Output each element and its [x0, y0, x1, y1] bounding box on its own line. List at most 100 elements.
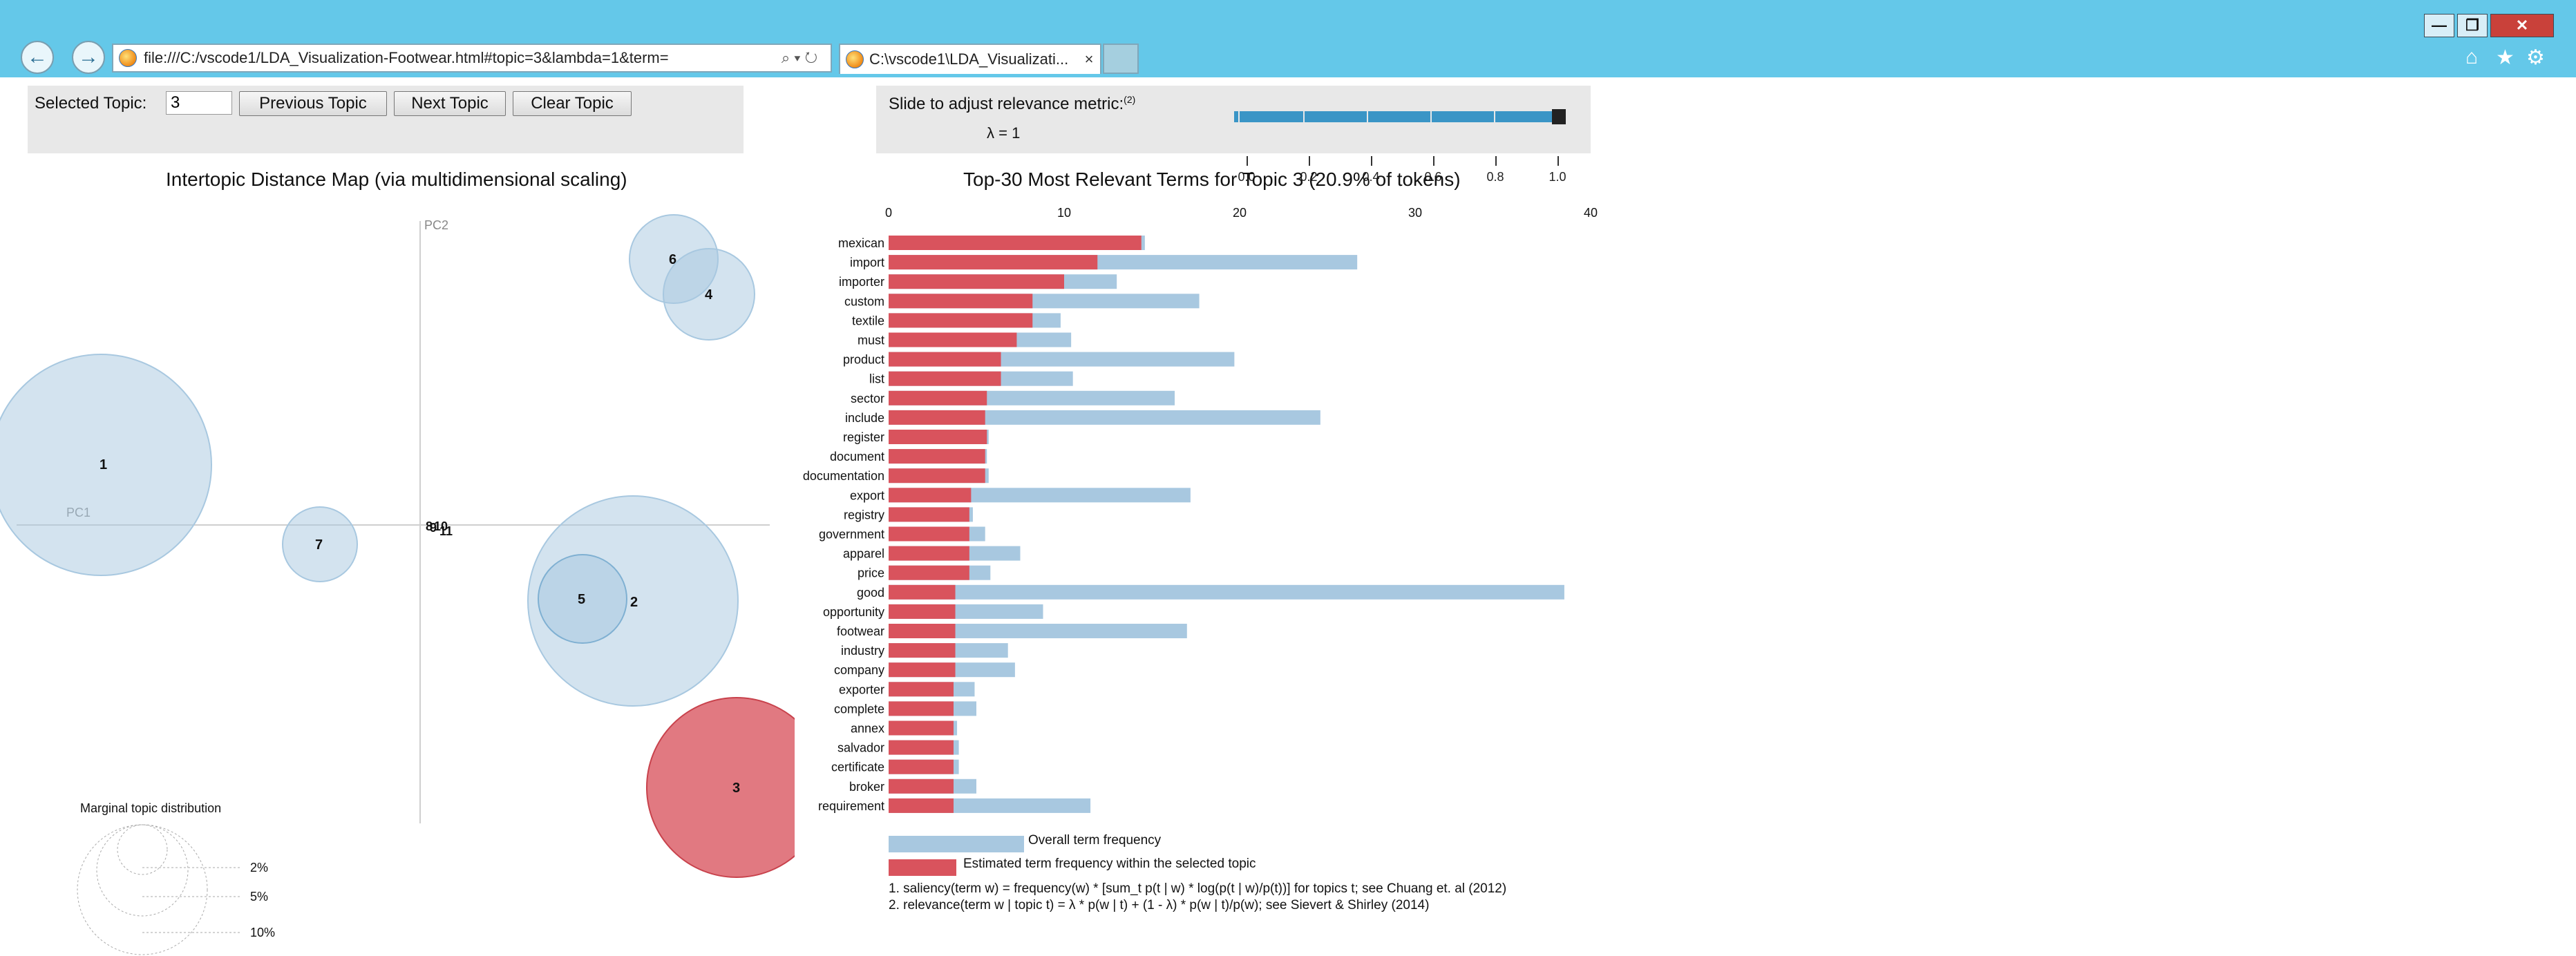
favorites-star-icon[interactable]: ★ [2496, 46, 2515, 69]
bar-estimated-import[interactable] [889, 255, 1098, 270]
bar-estimated-mexican[interactable] [889, 236, 1142, 250]
topic-bubble-5[interactable]: 5 [538, 554, 627, 644]
term-label-good[interactable]: good [857, 586, 884, 600]
term-label-documentation[interactable]: documentation [803, 469, 884, 483]
term-label-sector[interactable]: sector [851, 392, 884, 405]
bar-estimated-list[interactable] [889, 371, 1001, 386]
bar-estimated-annex[interactable] [889, 720, 954, 736]
slider-tick-label: 0.4 [1362, 170, 1380, 184]
bar-estimated-broker[interactable] [889, 778, 954, 794]
term-label-registry[interactable]: registry [844, 508, 884, 522]
term-label-document[interactable]: document [830, 450, 884, 463]
forward-button[interactable]: → [72, 41, 105, 74]
address-url[interactable]: file:///C:/vscode1/LDA_Visualization-Foo… [144, 49, 669, 66]
bar-estimated-textile[interactable] [889, 313, 1033, 328]
next-topic-button[interactable]: Next Topic [394, 91, 506, 116]
marginal-topic-distribution-legend: Marginal topic distribution 2% 5% 10% [77, 801, 275, 955]
home-icon[interactable]: ⌂ [2465, 46, 2479, 68]
term-label-industry[interactable]: industry [841, 644, 884, 658]
bar-estimated-documentation[interactable] [889, 468, 985, 484]
topic-bubble-7-label: 7 [315, 537, 323, 553]
bar-estimated-apparel[interactable] [889, 546, 969, 561]
slider-handle[interactable] [1552, 109, 1566, 124]
topic-bubble-4[interactable]: 4 [663, 248, 755, 341]
term-label-export[interactable]: export [850, 488, 884, 502]
bar-estimated-custom[interactable] [889, 294, 1033, 309]
term-label-textile[interactable]: textile [852, 314, 884, 327]
bar-estimated-industry[interactable] [889, 643, 956, 658]
bar-estimated-requirement[interactable] [889, 798, 954, 813]
bar-estimated-price[interactable] [889, 565, 969, 580]
bar-estimated-government[interactable] [889, 526, 969, 542]
bar-estimated-register[interactable] [889, 430, 987, 444]
restore-button[interactable]: ❐ [2457, 14, 2488, 37]
selected-topic-input[interactable] [166, 91, 232, 115]
address-tools[interactable]: ⌕ ▾ ↻ [781, 49, 818, 66]
term-label-apparel[interactable]: apparel [843, 547, 884, 561]
term-label-custom[interactable]: custom [844, 294, 884, 308]
minimize-button[interactable]: — [2424, 14, 2454, 37]
previous-topic-button[interactable]: Previous Topic [239, 91, 387, 116]
bar-estimated-company[interactable] [889, 662, 956, 678]
bar-estimated-document[interactable] [889, 449, 985, 464]
bar-estimated-importer[interactable] [889, 274, 1064, 289]
term-label-certificate[interactable]: certificate [831, 761, 884, 774]
close-window-button[interactable]: ✕ [2490, 14, 2554, 37]
term-label-complete[interactable]: complete [834, 702, 884, 716]
bar-overall-include[interactable] [889, 410, 1320, 425]
slider-tick [1495, 156, 1497, 166]
lambda-slider[interactable] [1234, 109, 1566, 124]
tab-active[interactable]: C:\vscode1\LDA_Visualizati... × [839, 44, 1101, 74]
topic-bubble-1-label: 1 [100, 457, 107, 472]
bar-estimated-include[interactable] [889, 410, 985, 425]
footnote-relevance: 2. relevance(term w | topic t) = λ * p(w… [889, 898, 1430, 912]
term-label-must[interactable]: must [858, 334, 884, 347]
term-label-broker[interactable]: broker [849, 780, 884, 794]
term-label-annex[interactable]: annex [851, 722, 884, 736]
svg-text:10: 10 [434, 519, 448, 533]
clear-topic-button[interactable]: Clear Topic [513, 91, 632, 116]
tab-close-icon[interactable]: × [1084, 50, 1094, 68]
term-label-include[interactable]: include [845, 411, 884, 425]
term-label-list[interactable]: list [869, 372, 884, 386]
topic-bubble-1[interactable]: 1 [0, 354, 212, 576]
back-button[interactable]: ← [21, 41, 54, 74]
term-label-exporter[interactable]: exporter [839, 682, 884, 696]
bar-estimated-complete[interactable] [889, 701, 954, 716]
address-bar[interactable]: file:///C:/vscode1/LDA_Visualization-Foo… [112, 44, 832, 73]
term-label-import[interactable]: import [850, 256, 884, 269]
topic-bubble-7[interactable]: 7 [282, 506, 358, 582]
term-label-product[interactable]: product [843, 353, 884, 367]
x-tick-label: 10 [1057, 206, 1071, 220]
term-label-requirement[interactable]: requirement [818, 799, 884, 813]
term-label-importer[interactable]: importer [839, 275, 884, 289]
tools-gear-icon[interactable]: ⚙ [2526, 46, 2545, 69]
bar-estimated-footwear[interactable] [889, 624, 956, 638]
topic-bubble-2[interactable]: 2 [527, 495, 739, 707]
bar-estimated-registry[interactable] [889, 507, 969, 522]
bar-overall-good[interactable] [889, 584, 1564, 600]
bar-estimated-product[interactable] [889, 352, 1001, 367]
bar-estimated-sector[interactable] [889, 390, 987, 405]
bar-estimated-export[interactable] [889, 488, 972, 503]
bar-estimated-exporter[interactable] [889, 682, 954, 697]
term-label-opportunity[interactable]: opportunity [823, 605, 884, 619]
bar-estimated-certificate[interactable] [889, 759, 954, 774]
term-label-salvador[interactable]: salvador [837, 741, 884, 755]
new-tab-button[interactable] [1103, 44, 1139, 74]
term-label-company[interactable]: company [834, 663, 884, 677]
term-label-mexican[interactable]: mexican [838, 236, 884, 250]
term-label-footwear[interactable]: footwear [837, 624, 884, 638]
bar-estimated-good[interactable] [889, 584, 956, 600]
topic-bubble-3-selected[interactable]: 3 [646, 697, 795, 878]
selected-topic-label: Selected Topic: [35, 94, 147, 113]
bar-overall-footwear[interactable] [889, 624, 1187, 638]
term-label-register[interactable]: register [843, 430, 884, 444]
bar-estimated-salvador[interactable] [889, 740, 954, 755]
bar-estimated-opportunity[interactable] [889, 604, 956, 619]
term-label-government[interactable]: government [819, 528, 884, 542]
term-label-price[interactable]: price [858, 566, 884, 580]
topic-bubble-4-label: 4 [705, 287, 713, 303]
bar-estimated-must[interactable] [889, 332, 1017, 347]
slider-tick-label: 1.0 [1549, 170, 1566, 184]
